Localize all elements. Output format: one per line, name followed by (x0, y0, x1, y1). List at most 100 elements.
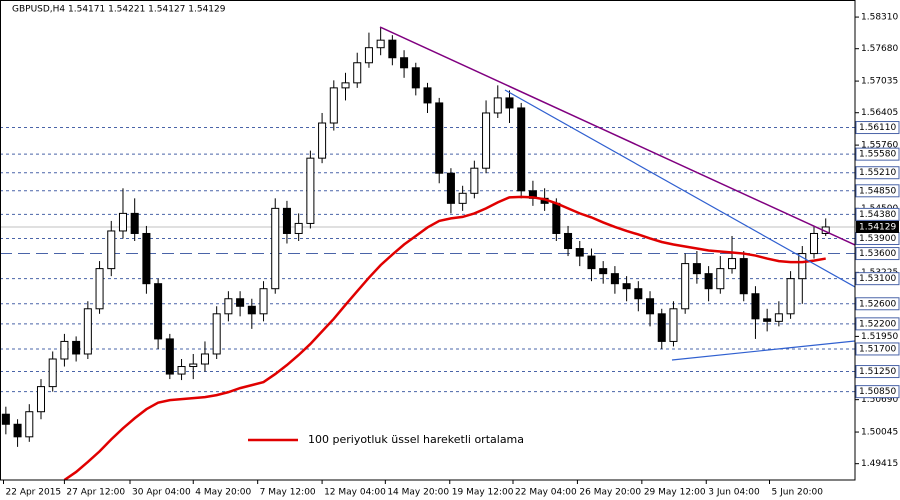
ema-line (63, 195, 826, 480)
chart-title: GBPUSD,H4 1.54171 1.54221 1.54127 1.5412… (12, 5, 226, 15)
ema (63, 195, 826, 480)
x-tick-label: 4 May 20:00 (195, 488, 251, 498)
x-tick-label: 14 May 20:00 (387, 488, 449, 498)
candle-body (446, 172, 455, 204)
candle-body (646, 298, 655, 315)
candle-body (786, 278, 795, 315)
candle-body (774, 313, 783, 322)
level-label: 1.55210 (859, 168, 896, 178)
candle-body (587, 255, 596, 270)
level-label: 1.50850 (859, 387, 896, 397)
x-tick-label: 27 Apr 12:00 (66, 488, 125, 498)
candle-body (60, 340, 69, 360)
level-label-box (855, 365, 900, 379)
candle-body (271, 207, 280, 290)
candle-body (388, 39, 397, 59)
candle-body (458, 192, 467, 204)
level-label: 1.53900 (859, 234, 896, 244)
level-label: 1.54850 (859, 186, 896, 196)
y-tick-label: 1.49415 (861, 459, 898, 469)
x-tick-label: 30 Apr 04:00 (132, 488, 191, 498)
candle-body (564, 232, 573, 250)
candle-body (107, 230, 116, 270)
y-tick-label: 1.50045 (861, 428, 898, 438)
last-price-label: 1.54129 (859, 222, 896, 232)
candle-body (798, 253, 807, 280)
candle-body (470, 167, 479, 194)
candle-body (259, 288, 268, 315)
candle-body (200, 353, 209, 365)
candle-body (72, 340, 81, 355)
level-label-box (855, 207, 900, 221)
candle-body (1, 413, 10, 425)
trend-line (504, 89, 855, 288)
levels (0, 127, 855, 393)
y-tick-label: 1.57035 (861, 77, 898, 87)
candle-body (739, 258, 748, 295)
candle-body (657, 313, 666, 342)
x-tick-label: 12 May 04:00 (324, 488, 386, 498)
y-tick-label: 1.55760 (861, 141, 898, 151)
candle-body (353, 62, 362, 84)
candle-body (95, 268, 104, 310)
candle-body (13, 423, 22, 438)
candle-body (728, 258, 737, 270)
level-label-box (855, 385, 900, 399)
candle-body (329, 87, 338, 124)
level-label: 1.55580 (859, 150, 896, 160)
candle-body (294, 222, 303, 234)
candle-body (282, 207, 291, 234)
candle-body (341, 82, 350, 89)
level-label-box (855, 247, 900, 261)
candle-body (177, 366, 186, 375)
candle-body (599, 268, 608, 275)
level-label: 1.54380 (859, 210, 896, 220)
candle-body (751, 293, 760, 320)
level-label-box (855, 272, 900, 286)
level-label: 1.56110 (859, 123, 896, 133)
candle-body (400, 57, 409, 69)
candle-body (704, 273, 713, 290)
candle-body (411, 67, 420, 89)
level-label: 1.52200 (859, 319, 896, 329)
candle-body (681, 263, 690, 310)
candle-body (763, 318, 772, 322)
level-label-box (855, 297, 900, 311)
last-price-box (856, 220, 899, 233)
candle-body (716, 268, 725, 290)
candle-body (493, 97, 502, 114)
candle-body (505, 97, 514, 109)
x-tick-label: 22 May 04:00 (515, 488, 577, 498)
level-label-box (855, 184, 900, 198)
y-tick-label: 1.51950 (861, 332, 898, 342)
candle-body (809, 232, 819, 255)
level-label: 1.53600 (859, 249, 896, 259)
x-tick-label: 3 Jun 04:00 (708, 488, 760, 498)
level-label-box (855, 147, 900, 161)
x-tick-label: 7 May 12:00 (260, 488, 316, 498)
level-label: 1.53100 (859, 274, 896, 284)
candle-body (130, 212, 139, 234)
candle-body (376, 39, 385, 49)
y-tick-label: 1.57680 (861, 44, 898, 54)
candle-body (189, 363, 198, 368)
level-label-box (855, 342, 900, 356)
axes: 1.583101.576801.570351.564051.557601.545… (3, 13, 900, 498)
candle-body (236, 298, 245, 307)
level-label-box (855, 121, 900, 135)
candle-body (517, 107, 526, 192)
candle-body (142, 232, 151, 285)
candle-body (25, 411, 34, 438)
candle-body (306, 157, 315, 224)
level-label-box (855, 166, 900, 180)
x-tick-label: 19 May 12:00 (452, 488, 514, 498)
candle-body (622, 283, 631, 290)
candle-body (118, 212, 127, 232)
level-label-box (855, 317, 900, 331)
candle-body (224, 298, 233, 315)
candle-body (364, 47, 373, 64)
candle-body (669, 308, 678, 342)
level-label: 1.52600 (859, 299, 896, 309)
